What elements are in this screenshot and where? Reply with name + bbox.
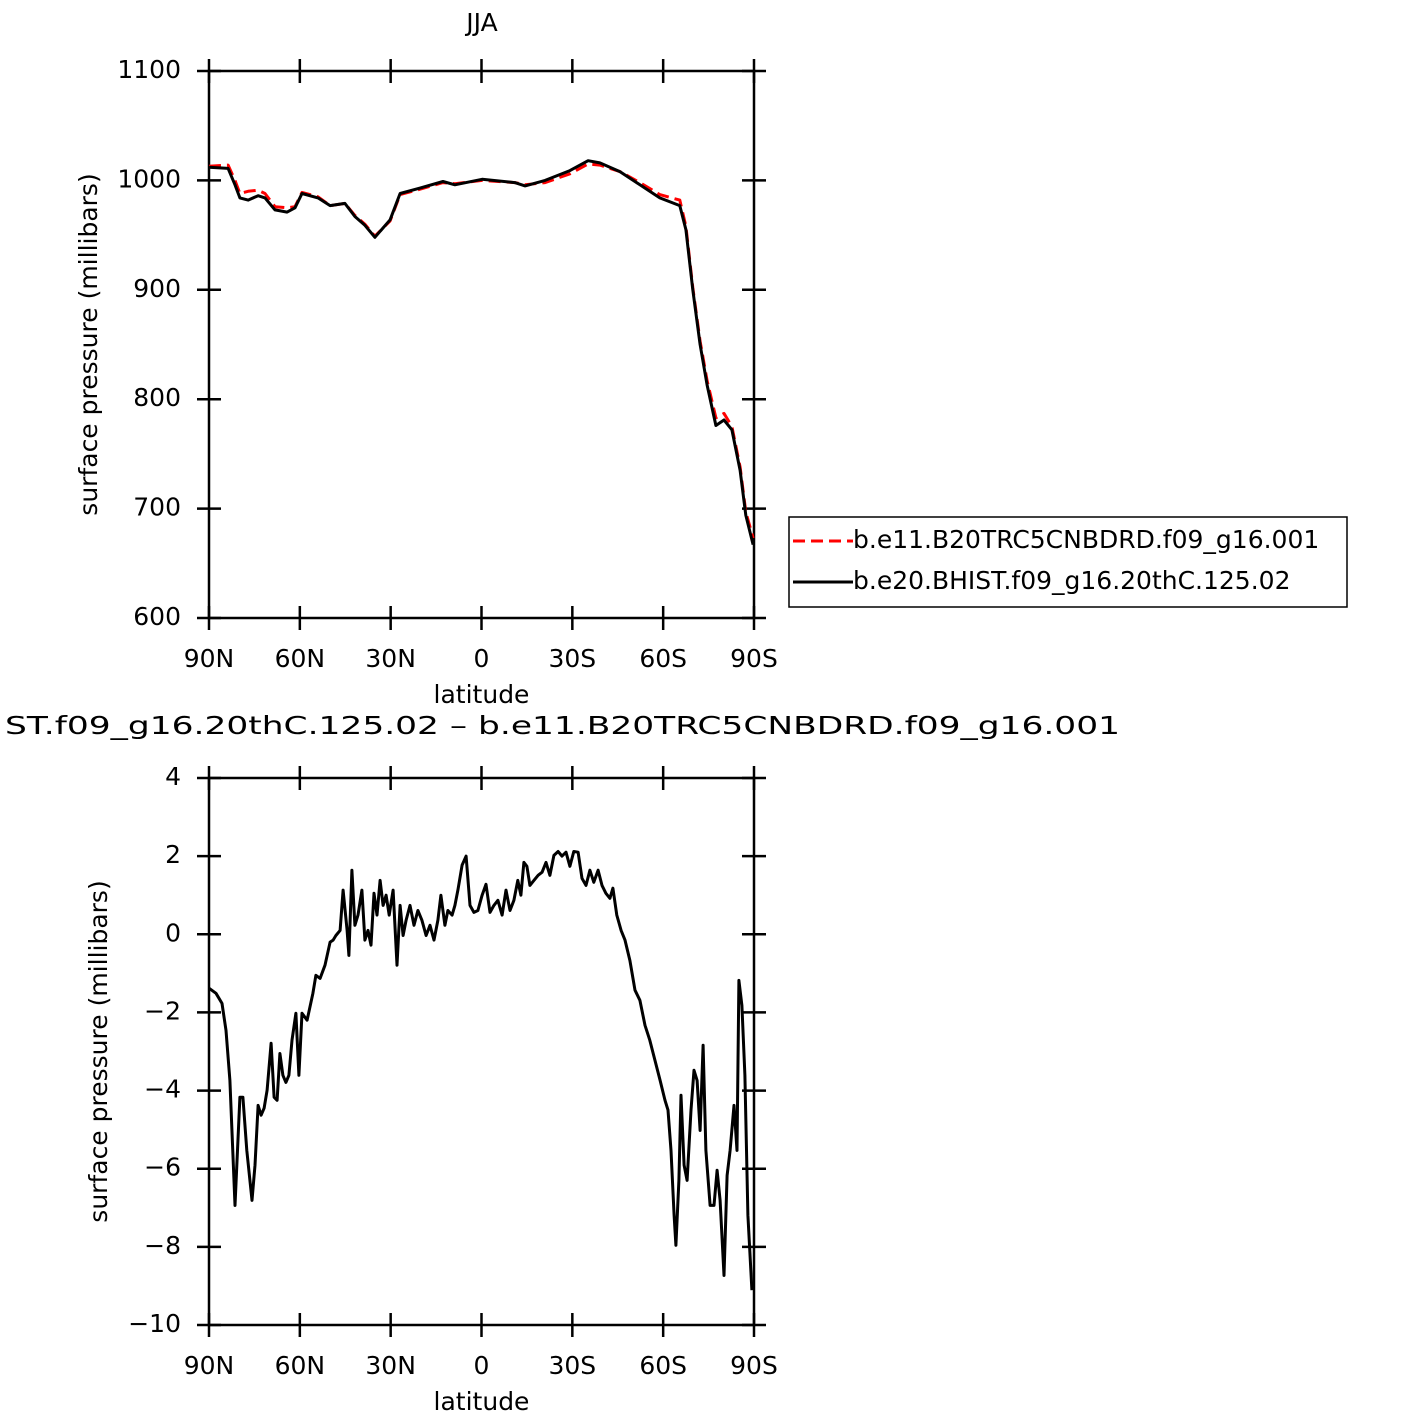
x-axis-label: latitude — [434, 1387, 530, 1416]
y-axis-label: surface pressure (millibars) — [84, 880, 113, 1222]
x-tick-label: 60N — [275, 644, 326, 673]
y-tick-label: −4 — [144, 1075, 181, 1104]
y-tick-label: −8 — [144, 1231, 181, 1260]
x-tick-label: 0 — [474, 644, 490, 673]
x-tick-label: 60S — [639, 1351, 687, 1380]
x-tick-label: 60S — [639, 644, 687, 673]
y-tick-label: 2 — [165, 840, 181, 869]
y-tick-label: −2 — [144, 996, 181, 1025]
legend-box — [788, 516, 1348, 608]
x-tick-label: 30S — [548, 1351, 596, 1380]
plot-frame — [207, 69, 756, 620]
x-tick-label: 90N — [184, 1351, 235, 1380]
y-tick-label: −6 — [144, 1153, 181, 1182]
legend-label: b.e11.B20TRC5CNBDRD.f09_g16.001 — [853, 525, 1319, 554]
y-tick-label: 900 — [133, 274, 181, 303]
x-tick-label: 90N — [184, 644, 235, 673]
y-tick-label: 700 — [133, 493, 181, 522]
x-tick-label: 90S — [730, 1351, 778, 1380]
y-tick-label: 1000 — [117, 164, 181, 193]
y-tick-label: 600 — [133, 602, 181, 631]
y-axis-label: surface pressure (millibars) — [74, 173, 103, 515]
x-tick-label: 30N — [365, 644, 416, 673]
chart-title: JJA — [464, 8, 497, 37]
x-tick-label: 90S — [730, 644, 778, 673]
data-line — [208, 159, 755, 546]
y-tick-label: 4 — [165, 762, 181, 791]
data-line — [208, 162, 755, 539]
y-tick-label: 800 — [133, 383, 181, 412]
chart-title: ST.f09_g16.20thC.125.02 – b.e11.B20TRC5C… — [5, 711, 1120, 740]
y-tick-label: −10 — [128, 1309, 181, 1338]
y-tick-label: 0 — [165, 918, 181, 947]
x-tick-label: 30N — [365, 1351, 416, 1380]
legend-label: b.e20.BHIST.f09_g16.20thC.125.02 — [853, 566, 1290, 595]
x-tick-label: 60N — [275, 1351, 326, 1380]
x-tick-label: 0 — [474, 1351, 490, 1380]
y-tick-label: 1100 — [117, 55, 181, 84]
x-tick-label: 30S — [548, 644, 596, 673]
data-line — [208, 850, 754, 1291]
x-axis-label: latitude — [434, 680, 530, 709]
